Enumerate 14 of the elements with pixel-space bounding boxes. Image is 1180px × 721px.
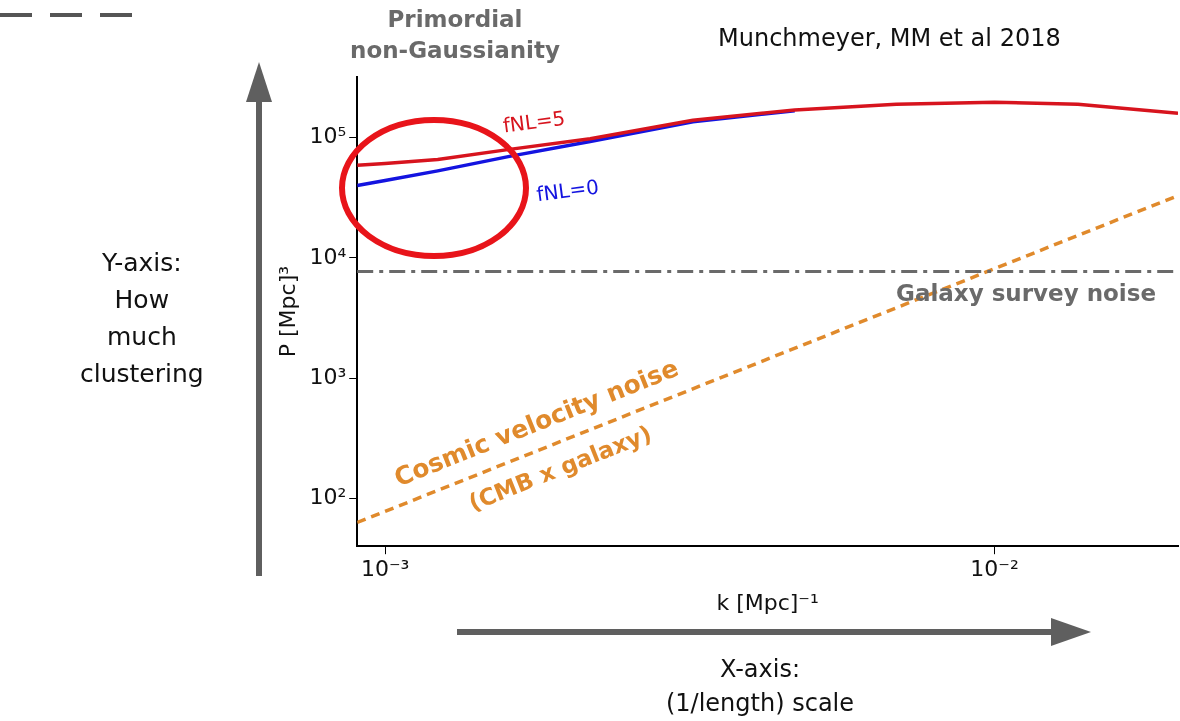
text: Munchmeyer, MM et al 2018 xyxy=(718,24,1061,52)
y-tick-label: 10³ xyxy=(309,363,347,389)
y-tick-label: 10⁴ xyxy=(309,243,347,269)
text: fNL=0 xyxy=(535,174,601,207)
y-axis-title: P [Mpc]³ xyxy=(274,265,300,358)
text: Primordial non-Gaussianity xyxy=(349,5,561,65)
text: fNL=5 xyxy=(501,105,567,138)
text: X-axis: (1/length) scale xyxy=(664,654,856,719)
x-axis-title: k [Mpc]⁻¹ xyxy=(716,589,819,615)
x-tick-label: 10⁻² xyxy=(970,556,1019,582)
x-tick-label: 10⁻³ xyxy=(360,556,410,582)
y-tick-label: 10⁵ xyxy=(309,123,347,149)
y-tick-label: 10² xyxy=(309,484,347,510)
text: Y-axis: How much clustering xyxy=(80,247,204,390)
